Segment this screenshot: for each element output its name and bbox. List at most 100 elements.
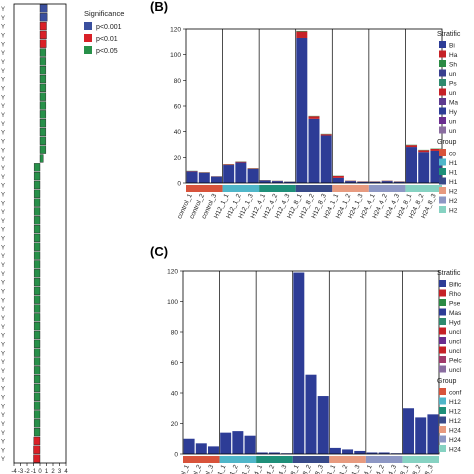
x-category-label: H24_1_3 [344,464,362,474]
bar-segment [427,414,439,454]
x-tick-label-a: -4 [11,469,17,474]
bar-a [39,110,47,119]
legend-swatch-group [439,149,446,156]
bar-a [33,348,41,357]
legend-swatch-group [439,158,446,166]
y-label-fragment-a: Y [1,166,5,172]
bar-a [33,277,41,287]
y-label-fragment-a: Y [1,440,5,446]
y-label-fragment-a: Y [1,42,5,48]
bar-a [39,21,47,31]
panel-label-c: (C) [150,244,168,259]
bar-segment [220,432,232,454]
y-label-fragment-a: Y [1,228,5,234]
bar-segment [369,181,381,183]
y-tick-label: 60 [174,104,182,111]
panel-b-stacked-bar-chart: 020406080100120control_1control_2control… [170,27,461,221]
legend-label-stratification: uncl [449,329,461,336]
bar-segment [296,37,308,183]
group-strip [183,456,220,463]
bar-segment [332,175,344,178]
y-label-fragment-a: Y [1,431,5,437]
bar-a [39,13,48,22]
y-label-fragment-a: Y [1,95,5,101]
legend-swatch-group [439,416,446,424]
y-label-fragment-a: Y [1,369,5,375]
group-strip [256,456,293,463]
legend-label-stratification: un [449,71,457,78]
bar-a [33,357,41,366]
y-label-fragment-a: Y [1,113,5,119]
legend-swatch-stratification [439,308,446,316]
bar-segment [284,181,296,183]
legend-label-stratification: Pse [449,301,461,308]
y-label-fragment-a: Y [1,307,5,313]
bar-segment [381,181,393,183]
legend-label-a: p<0.01 [96,36,118,43]
bar-a [39,57,47,66]
group-strip [402,456,439,463]
group-strip [186,185,223,192]
legend-swatch-group [439,426,446,433]
legend-label-stratification: Sh [449,62,457,69]
bar-a [33,286,41,295]
bar-segment [293,272,305,454]
bar-segment [430,148,442,151]
x-category-label: H12_1_2 [222,464,240,474]
bar-a [39,66,47,75]
y-label-fragment-a: Y [1,192,5,198]
bar-segment [418,150,430,153]
y-tick-label: 20 [174,155,182,162]
bar-segment [268,452,280,454]
x-tick-label-a: -2 [24,469,30,474]
bar-segment [235,161,247,163]
bar-segment [418,152,430,183]
bar-segment [430,150,442,183]
y-label-fragment-a: Y [1,281,5,287]
bar-a [39,127,47,137]
x-category-label: control_1 [173,464,191,474]
group-strip [259,185,296,192]
legend-label-stratification: Ha [449,52,458,59]
bar-a [33,330,41,340]
bar-a [33,198,41,207]
legend-label-a: p<0.001 [96,24,122,31]
y-label-fragment-a: Y [1,69,5,75]
bar-a [39,136,47,145]
y-tick-label: 0 [177,181,181,188]
bar-segment [235,162,247,183]
x-tick-label-a: -1 [31,469,37,474]
bar-a [33,269,41,278]
legend-label-group: co [449,151,456,158]
y-tick-label: 40 [174,129,182,136]
bar-segment [256,452,268,454]
x-category-label: H12_8_2 [295,464,313,474]
y-label-fragment-a: Y [1,448,5,454]
legend-label-stratification: Hy [449,109,458,116]
bar-a [33,207,41,216]
x-category-label: H12_4_3 [271,464,289,474]
y-label-fragment-a: Y [1,395,5,401]
panel-c-stacked-bar-chart: 0 20 40 60 80 100 120 control_1control_2control… [167,269,462,474]
y-label-fragment-a: Y [1,78,5,84]
bar-segment [320,134,332,136]
legend-label-stratification: un [449,90,457,97]
bar-a [33,322,41,331]
legend-label-stratification: uncl [449,348,461,355]
bar-a [39,101,47,110]
bar-a [33,339,41,348]
legend-title-stratification: Stratific [437,31,461,38]
x-tick-label-a: 0 [38,469,42,474]
y-label-fragment-a: Y [1,342,5,348]
legend-swatch-stratification [439,365,446,373]
legend-title-group: Group [437,378,457,385]
legend-swatch-group [439,445,446,452]
legend-label-stratification: un [449,128,457,135]
bar-segment [415,417,427,454]
legend-swatch-a [84,46,92,54]
legend-title-stratification: Stratific [437,270,461,277]
y-label-fragment-a: Y [1,254,5,260]
bar-segment [244,435,256,454]
legend-swatch-stratification [439,41,446,48]
legend-title-group: Group [437,139,457,146]
